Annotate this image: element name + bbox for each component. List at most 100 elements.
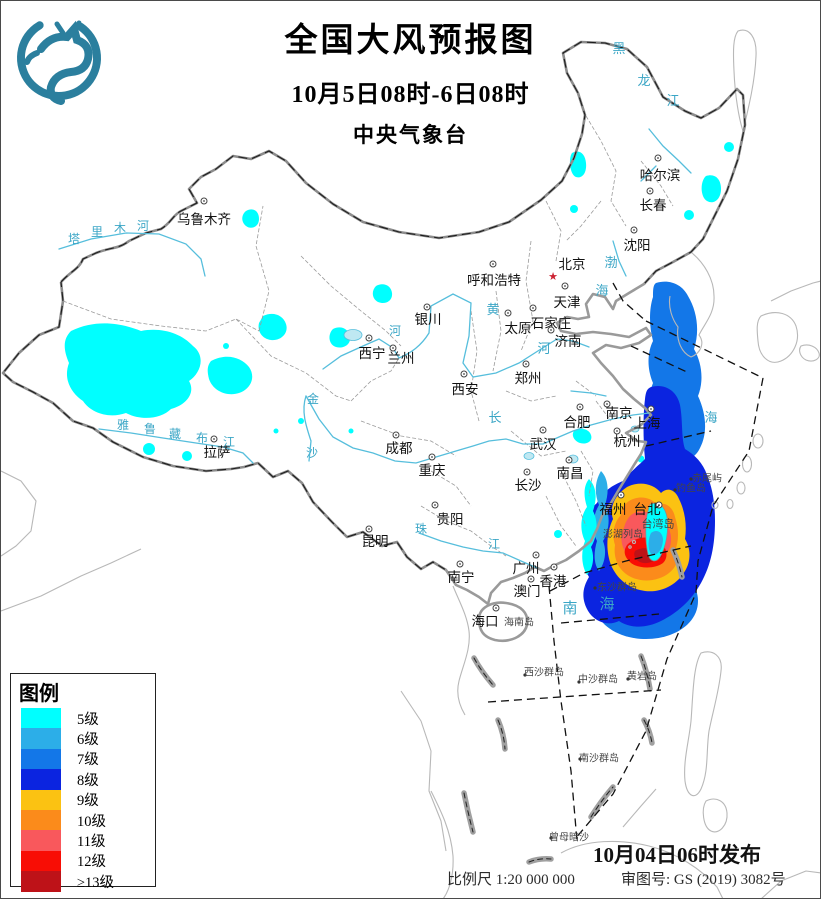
island-label: 中沙群岛 <box>578 673 618 686</box>
city-label: 南宁 <box>448 569 475 585</box>
city-marker-dot <box>368 528 370 530</box>
national-border <box>1 40 747 572</box>
city-marker-dot <box>463 373 465 375</box>
legend-swatch <box>21 789 61 810</box>
city-marker-dot <box>658 504 660 506</box>
city-label: 沈阳 <box>624 238 651 253</box>
city-marker-dot <box>657 157 659 159</box>
city-marker-dot <box>535 554 537 556</box>
city-label: 长沙 <box>515 478 542 493</box>
city-label: 合肥 <box>564 415 591 430</box>
city-label: 太原 <box>505 321 532 336</box>
legend-label: 8级 <box>77 772 99 789</box>
city-marker-dot <box>495 607 497 609</box>
wind5-tibet-mid <box>207 356 253 395</box>
yarlung-river <box>98 428 254 464</box>
city-label: 乌鲁木齐 <box>177 212 231 227</box>
water-label: 布 <box>196 431 208 445</box>
legend-swatch <box>21 708 61 729</box>
water-label: 珠 <box>415 522 427 536</box>
legend-swatch <box>21 769 61 790</box>
legend-swatch <box>21 748 61 770</box>
wind5-tibet-large <box>64 323 201 418</box>
city-label: 重庆 <box>419 463 446 478</box>
city-label: 北京 <box>559 257 586 272</box>
legend-item: 9级 <box>11 789 155 810</box>
city-marker-dot <box>564 285 566 287</box>
city-label: 上海 <box>634 416 661 431</box>
legend-title: 图例 <box>19 683 59 705</box>
city-label: 石家庄 <box>531 315 572 331</box>
water-label: 鲁 <box>144 422 156 436</box>
legend-swatch <box>21 850 61 872</box>
island-marker-dot <box>626 677 630 681</box>
legend-label: 10级 <box>77 813 106 830</box>
legend-label: 11级 <box>77 834 106 851</box>
island-marker-dot <box>523 673 527 677</box>
water-label: 河 <box>137 219 149 233</box>
island-marker-dot <box>549 836 553 840</box>
rivers <box>58 128 692 569</box>
island-label: 澎湖列岛 <box>603 528 643 541</box>
city-label: 长春 <box>640 198 668 213</box>
city-label: 澳门 <box>514 584 541 599</box>
water-label: 龙 <box>637 73 650 88</box>
water-label: 江 <box>223 435 235 449</box>
legend-swatch <box>21 871 61 892</box>
city-label: 香港 <box>540 574 568 589</box>
island-marker-dot <box>578 757 582 761</box>
city-marker-dot <box>616 430 618 432</box>
legend-rows: 5级 6级 7级 8级 9级 10级 11级 12级 ≥13级 <box>11 708 155 892</box>
legend-item: 8级 <box>11 769 155 790</box>
island-label: 海南岛 <box>504 616 534 629</box>
map-scale: 比例尺 1:20 000 000 <box>447 872 575 888</box>
legend-item: 6级 <box>11 728 155 749</box>
songhua-river <box>648 128 692 174</box>
city-marker-dot <box>526 471 528 473</box>
water-label: 塔 <box>68 232 80 246</box>
city-marker-dot <box>553 566 555 568</box>
legend-box: 图例 5级 6级 7级 8级 9级 10级 11级 12级 ≥13级 <box>10 673 156 892</box>
legend-item: 5级 <box>11 708 155 729</box>
legend-swatch <box>21 830 61 851</box>
legend-item: 12级 <box>11 850 155 872</box>
city-marker-dot <box>542 429 544 431</box>
water-label: 海 <box>704 410 717 425</box>
city-marker-dot <box>579 406 581 408</box>
water-label: 渤 <box>604 255 617 270</box>
city-marker-dot <box>530 578 532 580</box>
city-marker-dot <box>568 459 570 461</box>
issued-time: 10月04日06时发布 <box>593 843 761 867</box>
water-label: 黄 <box>486 302 499 317</box>
legend-item: 7级 <box>11 748 155 770</box>
wind-areas <box>64 142 734 639</box>
city-label: 南昌 <box>557 466 584 481</box>
island-label: 台湾岛 <box>642 517 675 531</box>
island-marker-dot <box>689 477 693 481</box>
city-marker-dot <box>633 229 635 231</box>
legend-item: 10级 <box>11 809 155 831</box>
city-label: 广州 <box>513 561 540 576</box>
nine-dash-line <box>461 547 685 865</box>
city-label: 西安 <box>452 382 479 397</box>
legend-label: 9级 <box>77 793 99 810</box>
water-label: 长 <box>488 410 501 425</box>
yangtze-river <box>305 395 650 464</box>
island-label: 曾母暗沙 <box>549 831 589 844</box>
tarim-river <box>58 232 206 277</box>
island-marker-dot <box>673 488 677 492</box>
city-label: 海口 <box>472 614 499 629</box>
city-marker-dot <box>525 363 527 365</box>
sea-boundary-dashes <box>487 282 764 842</box>
city-marker-dot <box>606 403 608 405</box>
city-label: 南京 <box>606 406 633 421</box>
legend-label: ≥13级 <box>77 874 114 891</box>
city-marker-dot <box>213 438 215 440</box>
city-label: 拉萨 <box>204 445 231 460</box>
water-label: 河 <box>537 341 550 356</box>
water-label: 江 <box>666 93 679 108</box>
legend-swatch <box>21 728 61 749</box>
island-label: 东沙群岛 <box>597 581 637 594</box>
water-label: 黑 <box>612 41 625 56</box>
